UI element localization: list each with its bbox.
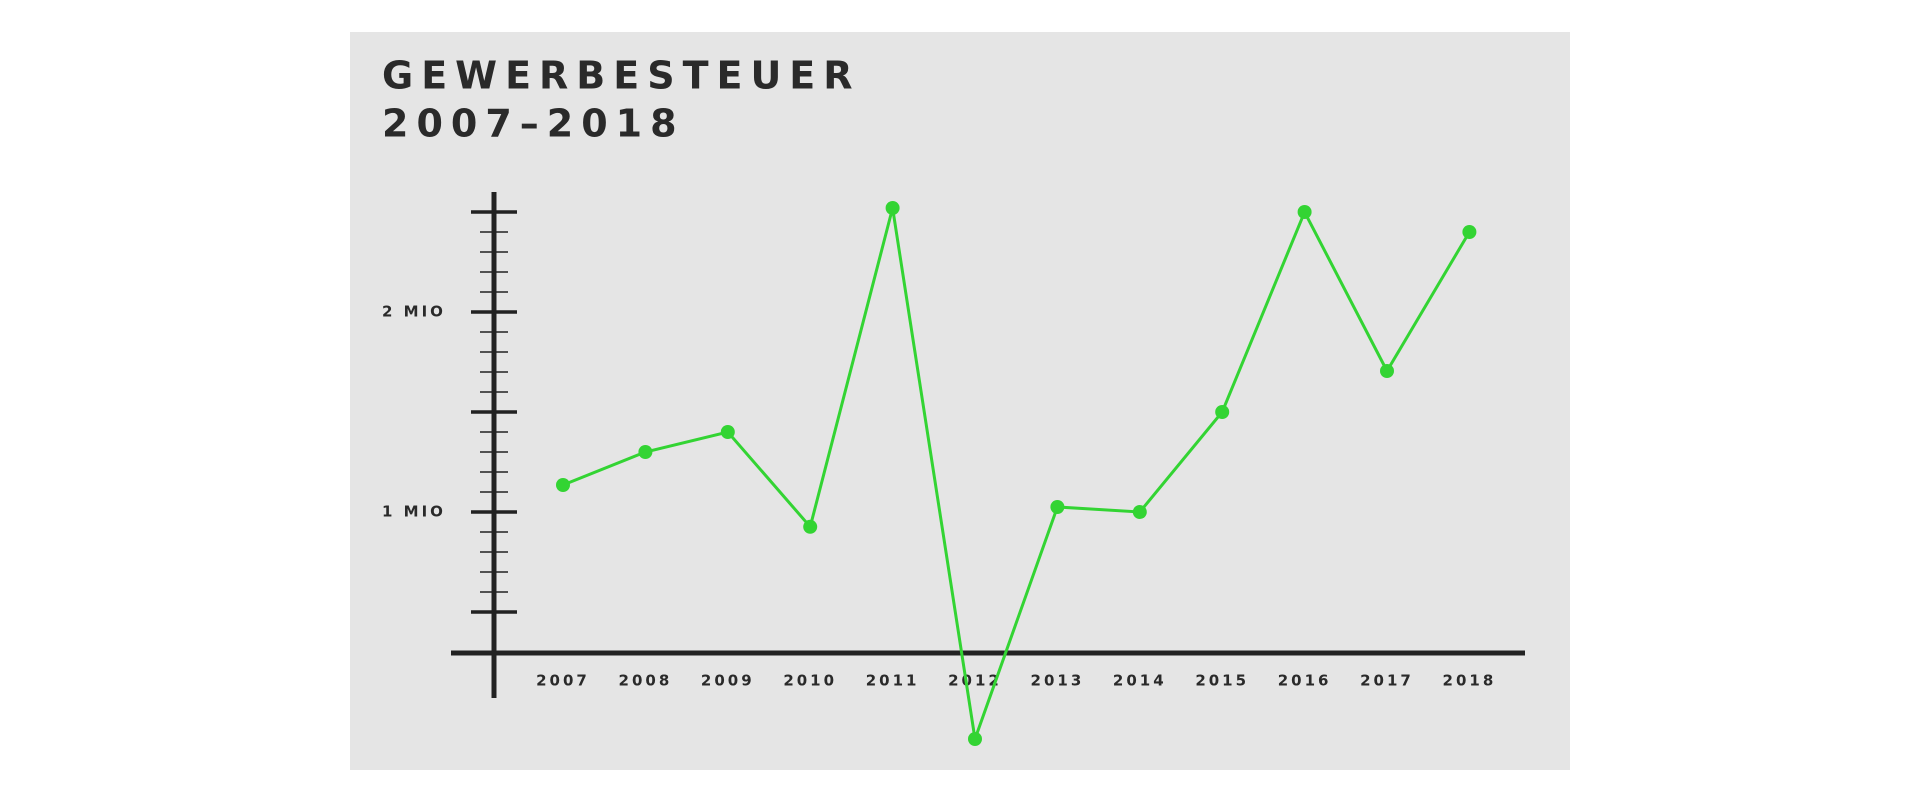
point [1050,500,1065,514]
x-tick-label: 2007 [536,672,590,690]
x-tick-label: 2012 [948,672,1002,690]
point [803,519,818,534]
point [1380,364,1394,378]
x-tick-label: 2017 [1360,672,1414,690]
y-tick-label: 2 MIO [382,303,446,321]
point [1462,225,1477,239]
line [562,207,1471,740]
x-tick-label: 2008 [619,672,673,690]
x-tick-label: 2018 [1443,672,1497,690]
x-tick-label: 2011 [866,672,920,690]
x-tick-label: 2014 [1113,672,1167,690]
point [1297,205,1312,219]
point [1215,405,1230,419]
x-tick-label: 2013 [1031,672,1085,690]
chart-title: GEWERBESTEUER [382,54,861,98]
x-tick-label: 2015 [1195,672,1249,690]
x-tick-label: 2010 [783,672,837,690]
point [968,732,982,746]
point [720,425,735,439]
point [885,201,900,215]
point [1132,505,1147,519]
point [638,445,653,459]
y-tick-label: 1 MIO [382,503,446,521]
x-tick-label: 2016 [1278,672,1332,690]
point [556,478,570,492]
chart-subtitle: 2007–2018 [382,102,685,146]
x-tick-label: 2009 [701,672,755,690]
